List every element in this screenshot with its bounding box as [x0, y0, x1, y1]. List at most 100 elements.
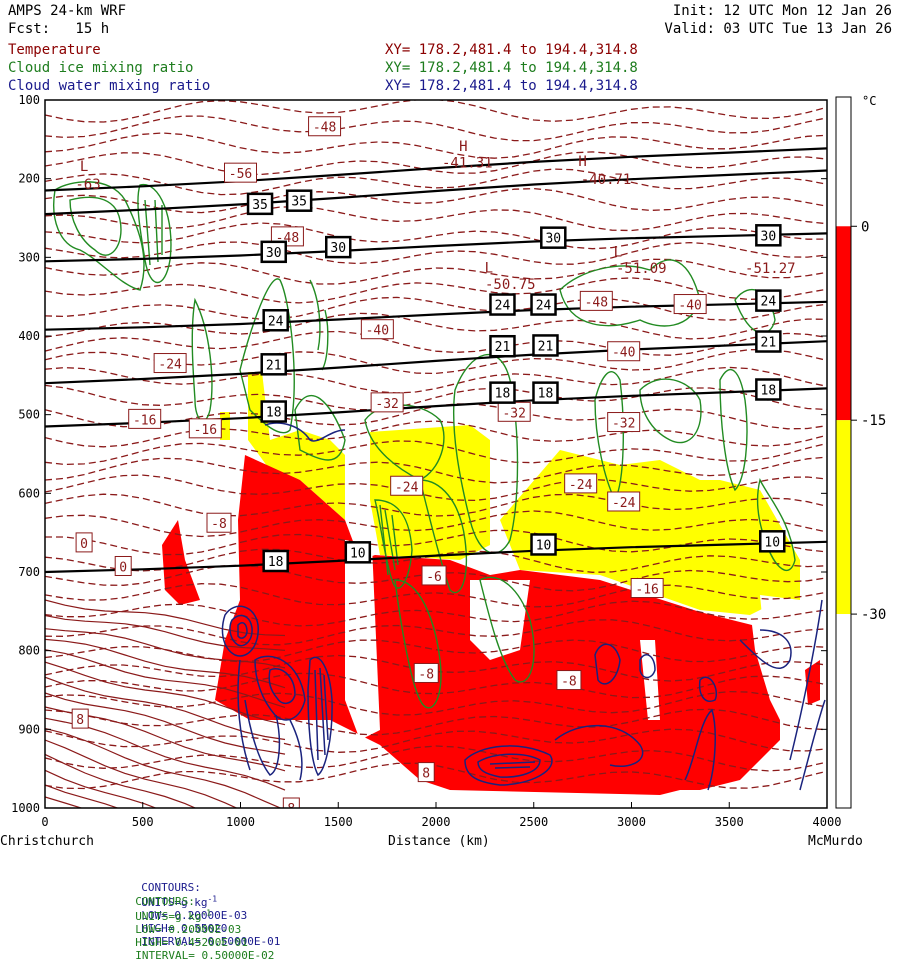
temp-label-box: [206, 512, 232, 533]
temp-label-box: [75, 532, 93, 553]
footer-2-high: HIGH= 0.45200E-01: [135, 935, 248, 949]
water-contour-20: [698, 676, 717, 702]
forecast-hour: Fcst: 15 h: [8, 21, 110, 37]
temp-label-box: [556, 670, 582, 691]
theta-label: 30: [266, 246, 282, 261]
model-title: AMPS 24-km WRF: [8, 3, 127, 19]
temp-label-box: [188, 418, 222, 439]
field-name-temperature: Temperature: [8, 42, 101, 58]
temp-label: -32: [612, 417, 635, 432]
yellow-shade-middle: [370, 425, 490, 560]
water-contour-17: [684, 708, 716, 791]
ice-contour-3: [137, 184, 172, 283]
isotherm: [45, 115, 827, 142]
isotherm: [45, 151, 827, 176]
theta-label-box: [489, 293, 516, 316]
theta-label-box: [285, 189, 313, 212]
hl-label: -40.71: [581, 172, 632, 188]
theta-label: 35: [291, 195, 307, 210]
hl-label: L: [485, 260, 493, 276]
theta-label-box: [246, 192, 274, 216]
hl-label: -51.09: [616, 261, 667, 277]
water-contour-10: [264, 422, 346, 442]
temp-label-box: [224, 162, 257, 183]
footer-2-units: UNITS=g kg-1: [135, 908, 212, 923]
ice-contour-12: [419, 479, 467, 594]
temp-label: -40: [612, 346, 635, 361]
isotherm: [45, 600, 827, 627]
isotherm: [45, 762, 827, 790]
header: AMPS 24-km WRF Fcst: 15 h Init: 12 UTC M…: [0, 0, 900, 100]
temp-label: -8: [561, 675, 577, 690]
hl-label: -63: [75, 177, 100, 193]
temp-label-box: [607, 491, 641, 512]
temp-label-box: [421, 565, 447, 586]
ice-contour-14: [479, 576, 535, 683]
water-contour-4: [254, 655, 306, 721]
ice-contour-1: [53, 181, 145, 291]
temp-label-box: [71, 708, 89, 729]
isotherm: [45, 440, 827, 466]
theta-label: 21: [495, 340, 511, 355]
isotherm: [45, 708, 827, 736]
ice-contour-5: [191, 297, 213, 422]
theta-line: [45, 540, 827, 574]
warm-isotherm: [45, 614, 286, 651]
theta-line: [45, 147, 827, 192]
theta-label: 18: [266, 406, 282, 421]
theta-label-box: [344, 541, 372, 564]
theta-label: 30: [761, 229, 777, 244]
theta-label-box: [532, 334, 559, 357]
y-tick-label: 700: [18, 565, 40, 579]
water-contour-11: [464, 745, 553, 786]
y-tick-label: 400: [18, 329, 40, 343]
isotherm: [45, 241, 827, 265]
temp-label: -56: [229, 167, 252, 182]
isotherm: [45, 639, 827, 663]
temp-label-box: [114, 555, 132, 576]
theta-label-box: [532, 381, 559, 404]
warm-isotherm: [45, 599, 286, 637]
theta-label: 18: [268, 555, 284, 570]
water-contour-3: [237, 622, 248, 639]
colorbar-tick-label: -30: [861, 607, 886, 623]
theta-label-box: [262, 309, 289, 332]
water-contour-5: [268, 668, 296, 704]
temp-label: -32: [375, 397, 398, 412]
hl-label: L: [614, 245, 622, 261]
temp-label: -48: [313, 121, 336, 136]
theta-label: 30: [545, 232, 561, 247]
theta-label: 21: [761, 336, 777, 351]
x-tick-label: 4000: [813, 815, 842, 829]
hl-label: -41.31: [442, 156, 493, 172]
theta-labels: 35 35 30 30 30 30 24 24 24 24 21 21 21 21 18 18 18 18 18 10…: [246, 189, 786, 573]
cross-section-chart: -48-56-48-48 -40-40-40-24-32-32-32-16-16-…: [11, 93, 886, 829]
water-contour-2: [229, 614, 253, 647]
isotherm: [45, 296, 827, 321]
temp-label: -24: [158, 358, 182, 373]
water-contour-6: [307, 656, 333, 777]
field-xy-temperature: XY= 178.2,481.4 to 194.4,314.8: [385, 42, 638, 58]
temp-label: -24: [612, 496, 636, 511]
theta-label: 24: [536, 299, 552, 314]
temp-label: -32: [502, 406, 525, 421]
temp-label-box: [153, 353, 187, 374]
colorbar-band: [836, 614, 851, 808]
x-axis-label: Distance (km): [388, 834, 490, 849]
theta-label-box: [260, 400, 287, 423]
temperature-shading: [162, 372, 820, 795]
temp-label-box: [673, 294, 707, 315]
temp-label: -16: [635, 583, 658, 598]
theta-label-box: [540, 226, 567, 249]
x-tick-label: 1500: [324, 815, 353, 829]
water-contour-14: [554, 724, 644, 767]
theta-label: 35: [252, 198, 268, 213]
ice-contour-2: [69, 196, 122, 256]
theta-label-box: [530, 533, 557, 556]
water-contour-13: [489, 761, 536, 769]
ice-contour-17: [639, 378, 702, 444]
theta-label-box: [260, 353, 287, 376]
theta-label-box: [325, 235, 352, 259]
isotherm: [45, 728, 827, 753]
x-tick-label: 500: [132, 815, 154, 829]
